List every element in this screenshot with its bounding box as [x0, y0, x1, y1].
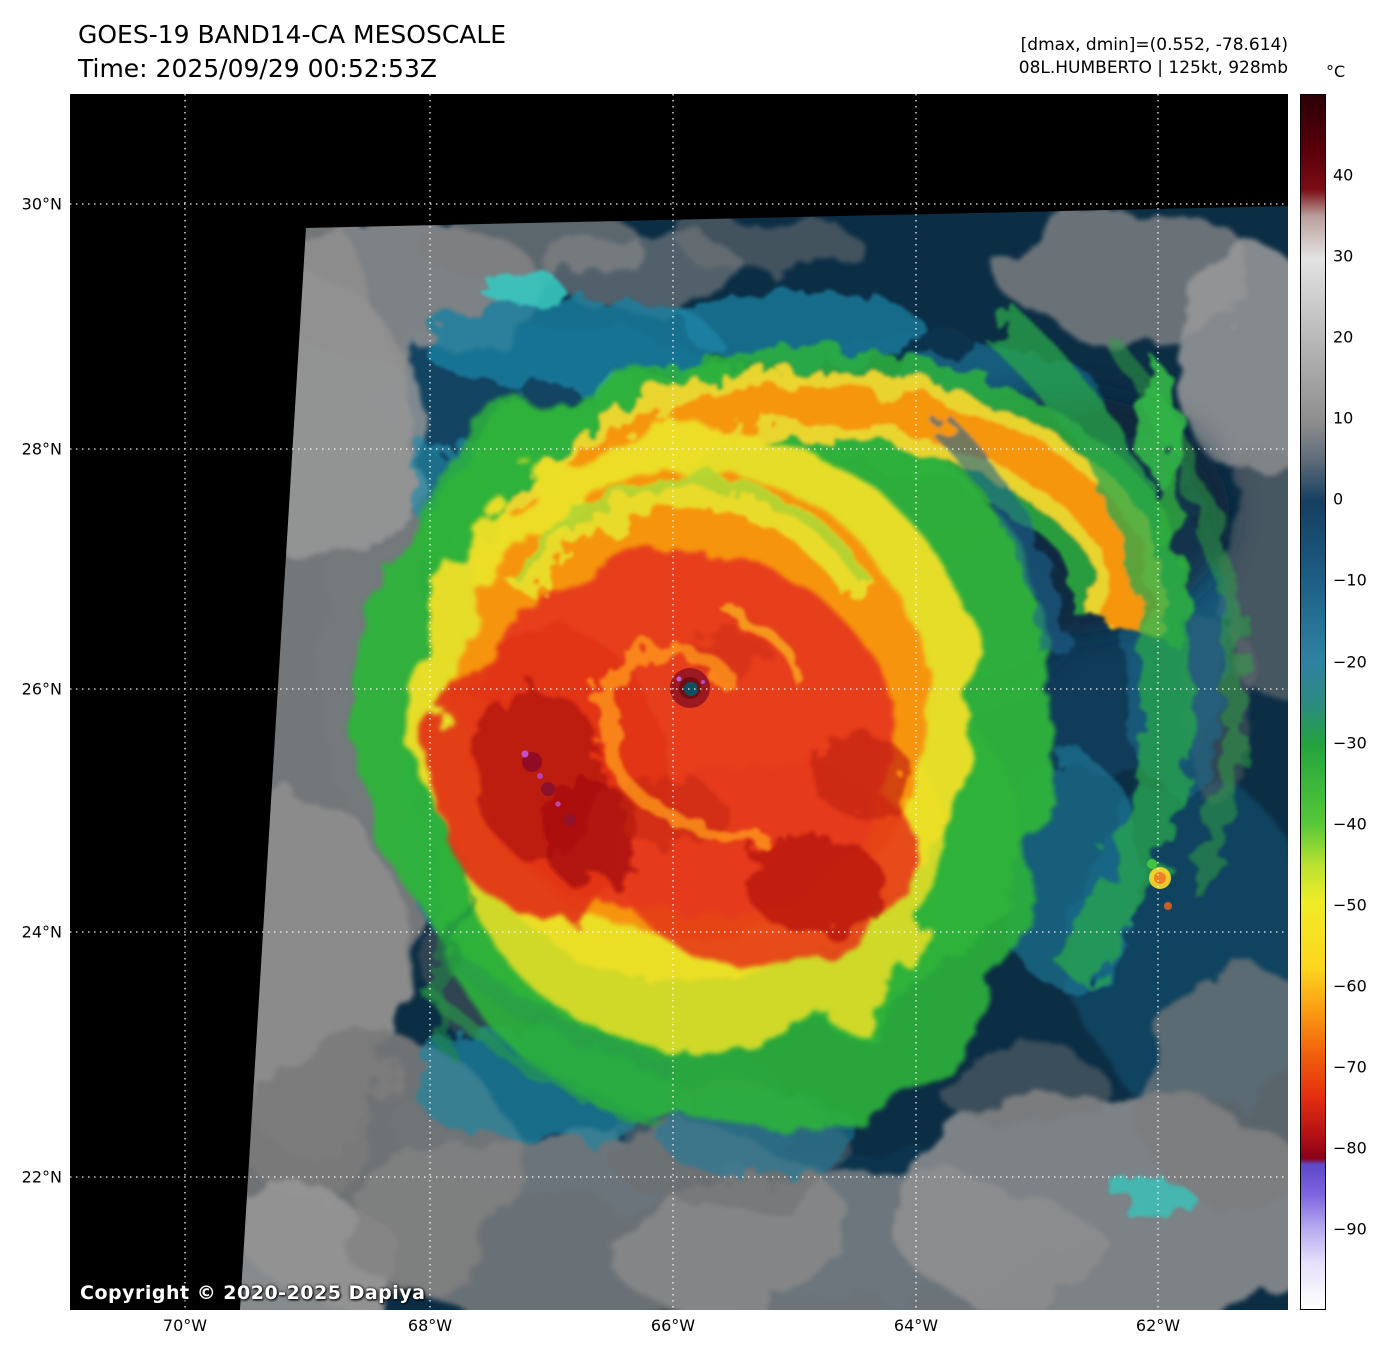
copyright-watermark: Copyright © 2020-2025 Dapiya — [80, 1282, 426, 1304]
gridlines — [70, 94, 1288, 1310]
lon-tick-label: 64°W — [893, 1316, 939, 1335]
page-title: GOES-19 BAND14-CA MESOSCALE — [78, 20, 507, 49]
lat-tick-label: 30°N — [21, 194, 62, 214]
cb-tick-label: −40 — [1333, 814, 1367, 834]
header-right: [dmax, dmin]=(0.552, -78.614) 08L.HUMBER… — [1019, 34, 1288, 80]
cb-tick-label: 40 — [1333, 165, 1354, 185]
lat-tick-label: 24°N — [21, 922, 62, 942]
maroon-purple-specks — [521, 750, 576, 826]
cb-tick-label: −90 — [1333, 1219, 1367, 1239]
lon-tick-label: 68°W — [407, 1316, 453, 1335]
dmax-dmin-readout: [dmax, dmin]=(0.552, -78.614) — [1020, 35, 1288, 55]
cb-tick-label: −80 — [1333, 1138, 1367, 1158]
satellite-image — [70, 94, 1288, 1310]
lat-tick-label: 28°N — [21, 439, 62, 459]
lon-tick-label: 66°W — [650, 1316, 696, 1335]
colorbar-unit: °C — [1326, 62, 1346, 81]
cb-tick-label: −10 — [1333, 570, 1367, 590]
lon-tick-label: 62°W — [1135, 1316, 1181, 1335]
title-block: GOES-19 BAND14-CA MESOSCALE Time: 2025/0… — [78, 18, 506, 86]
map-plot: Copyright © 2020-2025 Dapiya — [70, 94, 1288, 1310]
cb-tick-label: −50 — [1333, 895, 1367, 915]
lon-tick-label: 70°W — [162, 1316, 208, 1335]
southwest-streaks — [425, 890, 672, 1130]
moat-band — [506, 475, 874, 851]
longitude-axis: 70°W 68°W 66°W 64°W 62°W — [70, 1316, 1288, 1340]
cb-tick-label: 10 — [1333, 408, 1354, 428]
cb-tick-label: −30 — [1333, 733, 1367, 753]
timestamp: Time: 2025/09/29 00:52:53Z — [78, 54, 437, 83]
colorbar-gradient — [1300, 94, 1326, 1310]
cb-tick-label: −20 — [1333, 652, 1367, 672]
lat-tick-label: 22°N — [21, 1167, 62, 1187]
latitude-axis: 30°N 28°N 26°N 24°N 22°N — [0, 94, 62, 1310]
colorbar-axis: 40 30 20 10 0 −10 −20 −30 −40 −50 −60 −7… — [1333, 94, 1383, 1310]
scan-region — [240, 206, 1288, 1310]
east-bright-spots — [1147, 859, 1172, 910]
cb-tick-label: −70 — [1333, 1057, 1367, 1077]
hurricane-eye — [670, 668, 710, 708]
cb-tick-label: 20 — [1333, 327, 1354, 347]
cb-tick-label: 30 — [1333, 246, 1354, 266]
cb-tick-label: 0 — [1333, 489, 1344, 509]
lat-tick-label: 26°N — [21, 679, 62, 699]
cb-tick-label: −60 — [1333, 976, 1367, 996]
storm-info: 08L.HUMBERTO | 125kt, 928mb — [1018, 58, 1288, 78]
